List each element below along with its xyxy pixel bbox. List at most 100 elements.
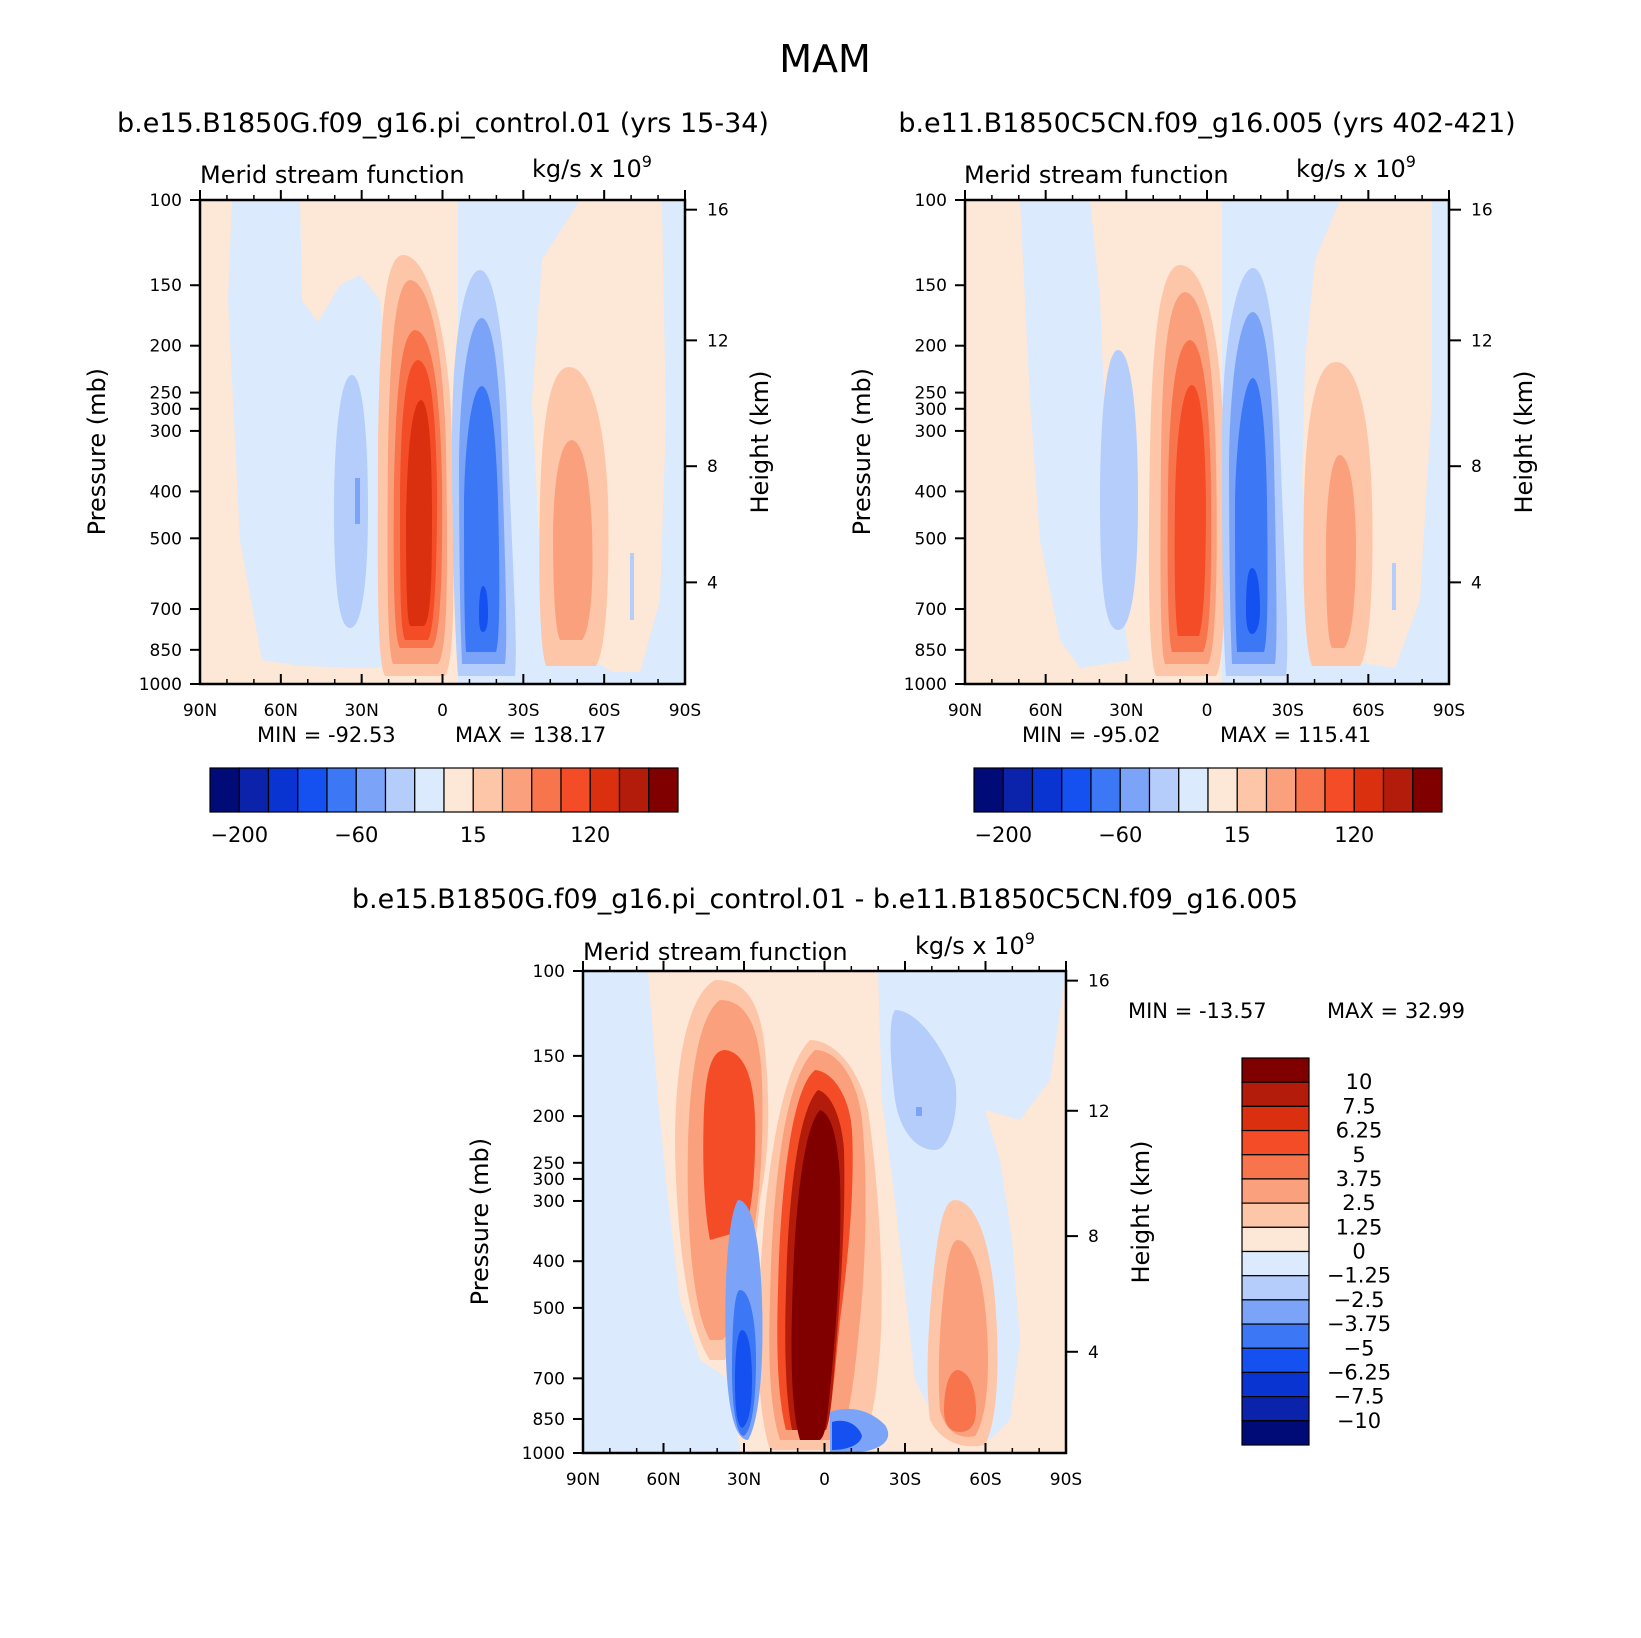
y-tick-label: 300 [915, 400, 947, 420]
colorbar-box [618, 767, 650, 813]
contour-neg-lowlevel-left-3 [735, 1330, 752, 1428]
y-tick-label: 700 [915, 600, 947, 620]
axes: 90N 60N 30N 0 30S 60S 90S100150200250300300400… [466, 961, 1155, 1490]
colorbar-box [1241, 1081, 1310, 1107]
colorbar: −200 −60 15 120 [209, 767, 679, 847]
contour-neg-surface-right-2 [832, 1420, 862, 1450]
colorbar-label: 15 [1224, 823, 1251, 847]
x-tick-label: 60N [646, 1470, 680, 1490]
contour-pos-4 [1174, 385, 1206, 636]
y-tick-label: 400 [150, 482, 182, 502]
contour-pos-5-right [944, 1370, 976, 1432]
y-tick-label: 700 [150, 600, 182, 620]
contour-pos-outer-right-2 [553, 440, 593, 640]
colorbar-box [1148, 767, 1180, 813]
colorbar-box [1241, 1371, 1310, 1398]
y2-tick-label: 16 [1471, 201, 1493, 221]
colorbar-label: −5 [1344, 1336, 1375, 1360]
x-tick-label: 60S [588, 701, 620, 721]
colorbar-label: −200 [974, 823, 1032, 847]
colorbar-box [297, 767, 328, 813]
x-tick-label: 30S [889, 1470, 921, 1490]
x-tick-label: 0 [437, 701, 448, 721]
colorbar-box [1412, 767, 1443, 813]
y2-tick-label: 4 [1088, 1343, 1099, 1363]
x-tick-label: 0 [1202, 701, 1213, 721]
y-tick-label: 400 [915, 482, 947, 502]
contour-pos-10-center [791, 1110, 841, 1440]
colorbar: 107.56.2553.752.51.250−1.25−2.5−3.75−5−6… [1241, 1057, 1391, 1446]
colorbar-box [1353, 767, 1385, 813]
colorbar-box [384, 767, 416, 813]
colorbar-box [531, 767, 562, 813]
colorbar-box [1241, 1299, 1310, 1325]
y-tick-label: 250 [533, 1154, 565, 1174]
min-value: MIN = -95.02 [1022, 723, 1161, 747]
max-value: MAX = 32.99 [1327, 999, 1465, 1023]
colorbar-label: −60 [334, 823, 378, 847]
colorbar-box [267, 767, 299, 813]
x-tick-label: 60S [969, 1470, 1001, 1490]
colorbar-label: −10 [1337, 1409, 1381, 1433]
colorbar-label: −7.5 [1334, 1385, 1385, 1409]
y-tick-label: 300 [150, 422, 182, 442]
contour-neg-3 [464, 386, 500, 652]
panel-cesm1: b.e11.B1850C5CN.f09_g16.005 (yrs 402-421… [848, 108, 1538, 847]
colorbar-box [501, 767, 533, 813]
contour-pos-outer-right-2 [1326, 455, 1356, 648]
y-tick-label: 850 [533, 1410, 565, 1430]
colorbar-label: 120 [1334, 823, 1374, 847]
y-tick-label: 100 [533, 962, 565, 982]
x-tick-label: 30S [507, 701, 539, 721]
colorbar-label: −3.75 [1327, 1312, 1391, 1336]
y-tick-label: 500 [533, 1299, 565, 1319]
y-tick-label: 1000 [904, 675, 947, 695]
y-tick-label: 100 [915, 191, 947, 211]
colorbar-label: 10 [1346, 1070, 1373, 1094]
colorbar-box [472, 767, 504, 813]
panel-difference: b.e15.B1850G.f09_g16.pi_control.01 - b.e… [352, 884, 1465, 1490]
colorbar-box [1207, 767, 1238, 813]
y-axis-label: Pressure (mb) [848, 368, 876, 535]
colorbar-box [1241, 1178, 1310, 1204]
colorbar-box [1061, 767, 1092, 813]
y2-tick-label: 4 [1471, 573, 1482, 593]
colorbar-box [1241, 1154, 1310, 1180]
x-tick-label: 30N [344, 701, 378, 721]
panel-title: b.e11.B1850C5CN.f09_g16.005 (yrs 402-421… [898, 108, 1515, 139]
units-label: kg/s x 109 [915, 929, 1035, 960]
colorbar-box [1324, 767, 1355, 813]
colorbar-box [1295, 767, 1326, 813]
contour-field [583, 971, 1066, 1453]
y2-tick-label: 12 [1471, 331, 1493, 351]
colorbar-box [1241, 1250, 1310, 1277]
colorbar-label: −1.25 [1327, 1264, 1391, 1288]
contour-neg-mid-left [334, 375, 368, 628]
x-tick-label: 60N [1028, 701, 1062, 721]
x-tick-label: 90N [948, 701, 982, 721]
colorbar-box [355, 767, 387, 813]
y2-tick-label: 8 [707, 457, 718, 477]
y-tick-label: 300 [533, 1170, 565, 1190]
y-tick-label: 250 [150, 384, 182, 404]
colorbar-box [209, 767, 240, 813]
colorbar-label: 3.75 [1336, 1167, 1383, 1191]
x-tick-label: 30S [1271, 701, 1303, 721]
colorbar-box [1265, 767, 1297, 813]
x-tick-label: 90S [669, 701, 701, 721]
y2-tick-label: 12 [1088, 1102, 1110, 1122]
x-tick-label: 90S [1433, 701, 1465, 721]
colorbar-label: 6.25 [1336, 1119, 1383, 1143]
x-tick-label: 90N [183, 701, 217, 721]
x-tick-label: 0 [819, 1470, 830, 1490]
y2-tick-label: 4 [707, 573, 718, 593]
colorbar-box [1241, 1323, 1310, 1349]
colorbar-box [648, 767, 679, 813]
y2-tick-label: 8 [1471, 457, 1482, 477]
x-tick-label: 90N [566, 1470, 600, 1490]
y-tick-label: 300 [533, 1192, 565, 1212]
min-value: MIN = -92.53 [257, 723, 396, 747]
x-tick-label: 60S [1352, 701, 1384, 721]
colorbar-box [1241, 1226, 1310, 1253]
colorbar-box [1382, 767, 1414, 813]
